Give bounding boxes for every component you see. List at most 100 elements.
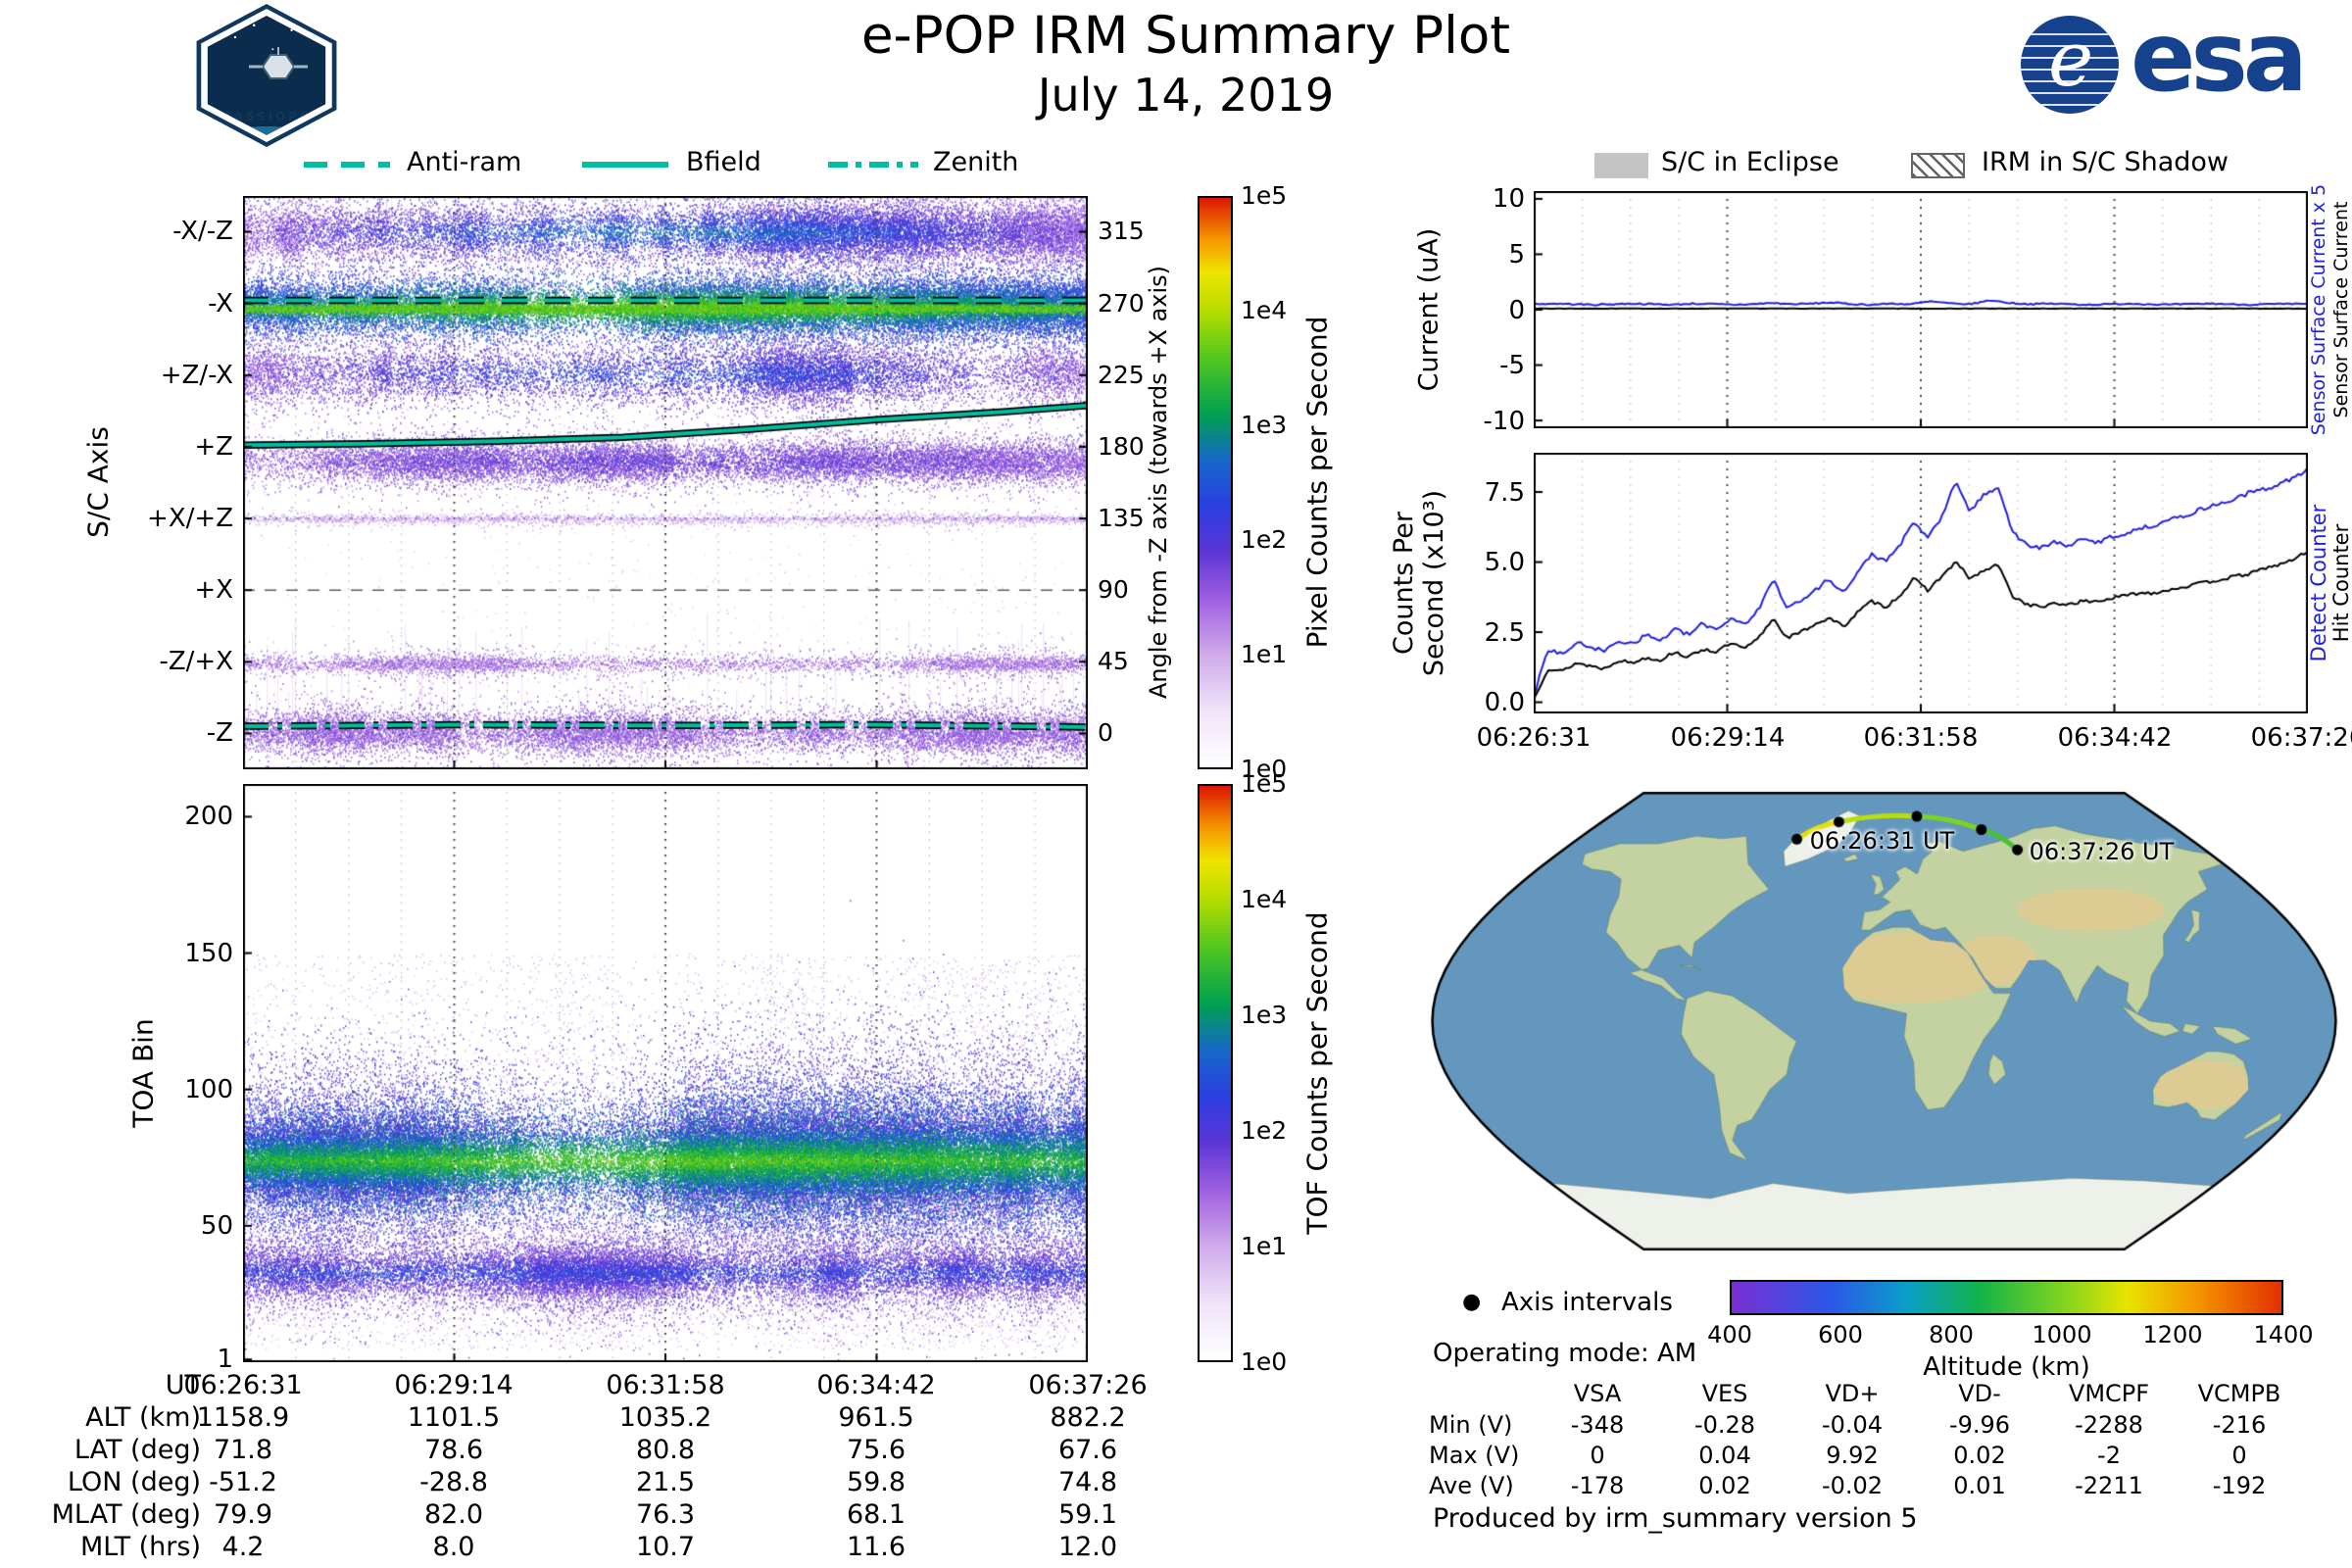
anti-ram-label: Anti-ram [407,147,522,177]
altitude-tick: 1400 [2253,1321,2314,1348]
counts-ytick: 5.0 [1484,548,1525,577]
operating-mode: Operating mode: AM [1433,1339,1697,1368]
angle-tick: 90 [1098,575,1129,604]
colorbar-tick: 1e3 [1241,1001,1288,1029]
nav-cell: 82.0 [423,1499,484,1530]
pixel-counts-colorbar [1198,196,1233,769]
esa-logo-circle: e [2021,16,2119,114]
nav-cell: 06:29:14 [394,1370,514,1400]
nav-cell: 06:26:31 [183,1370,303,1400]
voltage-cell: 0.02 [1953,1442,2006,1469]
hit-counter-label: Hit Counter [2329,523,2352,643]
tof-counts-colorbar-label: TOF Counts per Second [1300,911,1334,1235]
nav-cell: 59.1 [1057,1499,1118,1530]
nav-cell: 21.5 [635,1467,696,1497]
page-date: July 14, 2019 [1037,69,1335,122]
current-ytick: 10 [1492,184,1525,214]
voltage-cell: -178 [1570,1472,1625,1499]
angle-axis-label: Angle from -Z axis (towards +X axis) [1145,265,1172,700]
time-xtick: 06:34:42 [2057,723,2173,753]
voltage-cell: 0 [1590,1442,1605,1469]
eclipse-label: S/C in Eclipse [1661,147,1839,177]
nav-cell: 67.6 [1057,1435,1118,1465]
cassiope-wordmark: CASSIOPE [221,110,312,123]
voltage-cell: -0.02 [1821,1472,1884,1499]
voltage-cell: -2211 [2075,1472,2143,1499]
ground-track-map [1426,781,2342,1261]
current-ytick: 0 [1508,296,1525,325]
altitude-colorbar [1730,1280,2283,1315]
nav-cell: 882.2 [1050,1402,1126,1433]
nav-cell: 06:31:58 [606,1370,725,1400]
track-end-label: 06:37:26 UT [2029,838,2175,866]
sensor-current-plot-canvas [1534,191,2308,428]
angle-tick: 225 [1098,361,1145,389]
angle-tick: 180 [1098,432,1145,461]
track-start-label: 06:26:31 UT [1809,827,1955,856]
zenith-label: Zenith [933,147,1019,177]
toa-tick: 200 [184,802,233,831]
nav-cell: 68.1 [846,1499,906,1530]
bfield-label: Bfield [686,147,761,177]
cassiope-satellite-icon [249,47,308,79]
anti-ram-line-swatch [304,162,390,168]
nav-cell: 80.8 [635,1435,696,1465]
produced-by: Produced by irm_summary version 5 [1433,1503,1918,1534]
voltage-cell: -0.28 [1693,1411,1756,1439]
colorbar-tick: 1e0 [1241,1348,1288,1376]
eclipse-swatch [1594,153,1648,178]
altitude-label: Altitude (km) [1923,1352,2090,1382]
time-xtick: 06:26:31 [1476,723,1592,753]
voltage-cell: 9.92 [1826,1442,1879,1469]
nav-cell: 79.9 [213,1499,273,1530]
nav-cell: 06:34:42 [816,1370,936,1400]
voltage-cell: -9.96 [1948,1411,2011,1439]
detect-counter-label: Detect Counter [2307,504,2330,662]
nav-cell: 1101.5 [407,1402,501,1433]
nav-cell: -51.2 [209,1467,277,1497]
colorbar-tick: 1e4 [1241,296,1288,324]
colorbar-tick: 1e3 [1241,411,1288,439]
nav-cell: 4.2 [221,1532,265,1562]
voltage-cell: 0.01 [1953,1472,2006,1499]
axis-interval-dot-icon: ● [1462,1290,1482,1314]
nav-cell: 74.8 [1057,1467,1118,1497]
nav-cell: -28.8 [419,1467,488,1497]
band-label: -Z [206,718,233,748]
voltage-cell: 0.04 [1698,1442,1751,1469]
angle-tick: 270 [1098,289,1145,318]
altitude-tick: 1200 [2142,1321,2203,1348]
voltage-cell: -348 [1570,1411,1625,1439]
nav-cell: 1158.9 [196,1402,290,1433]
sensor-surface-current-label: Sensor Surface Current [2330,201,2352,418]
nav-row-label: LAT (deg) [74,1435,201,1465]
colorbar-tick: 1e1 [1241,640,1288,668]
voltage-cell: -192 [2212,1472,2267,1499]
sensor-surface-current-x5-label: Sensor Surface Current x 5 [2308,183,2329,436]
voltage-col-header: VMCPF [2068,1380,2150,1407]
colorbar-tick: 1e1 [1241,1232,1288,1260]
toa-tick: 50 [200,1211,233,1241]
voltage-cell: -2 [2097,1442,2121,1469]
counts-ytick: 0.0 [1484,688,1525,717]
page-title: e-POP IRM Summary Plot [860,6,1511,66]
colorbar-tick: 1e2 [1241,1116,1288,1145]
band-label: +Z [194,432,233,462]
current-ytick: -10 [1483,407,1525,436]
band-label: -Z/+X [159,647,233,676]
esa-logo-e-icon: e [2048,16,2094,104]
current-ytick: 5 [1508,240,1525,270]
nav-cell: 78.6 [423,1435,484,1465]
esa-wordmark: esa [2131,2,2308,114]
band-label: +X/+Z [147,504,233,533]
altitude-tick: 1000 [2032,1321,2092,1348]
cassiope-logo: CASSIOPE [192,4,341,147]
counts-ytick: 7.5 [1484,478,1525,508]
toa-tick: 1 [217,1345,233,1374]
toa-spectrogram-canvas [243,784,1088,1362]
angle-tick: 45 [1098,647,1129,675]
colorbar-tick: 1e5 [1241,769,1288,798]
angle-tick: 135 [1098,504,1145,532]
counts-ytick: 2.5 [1484,618,1525,648]
shadow-swatch [1911,153,1965,178]
